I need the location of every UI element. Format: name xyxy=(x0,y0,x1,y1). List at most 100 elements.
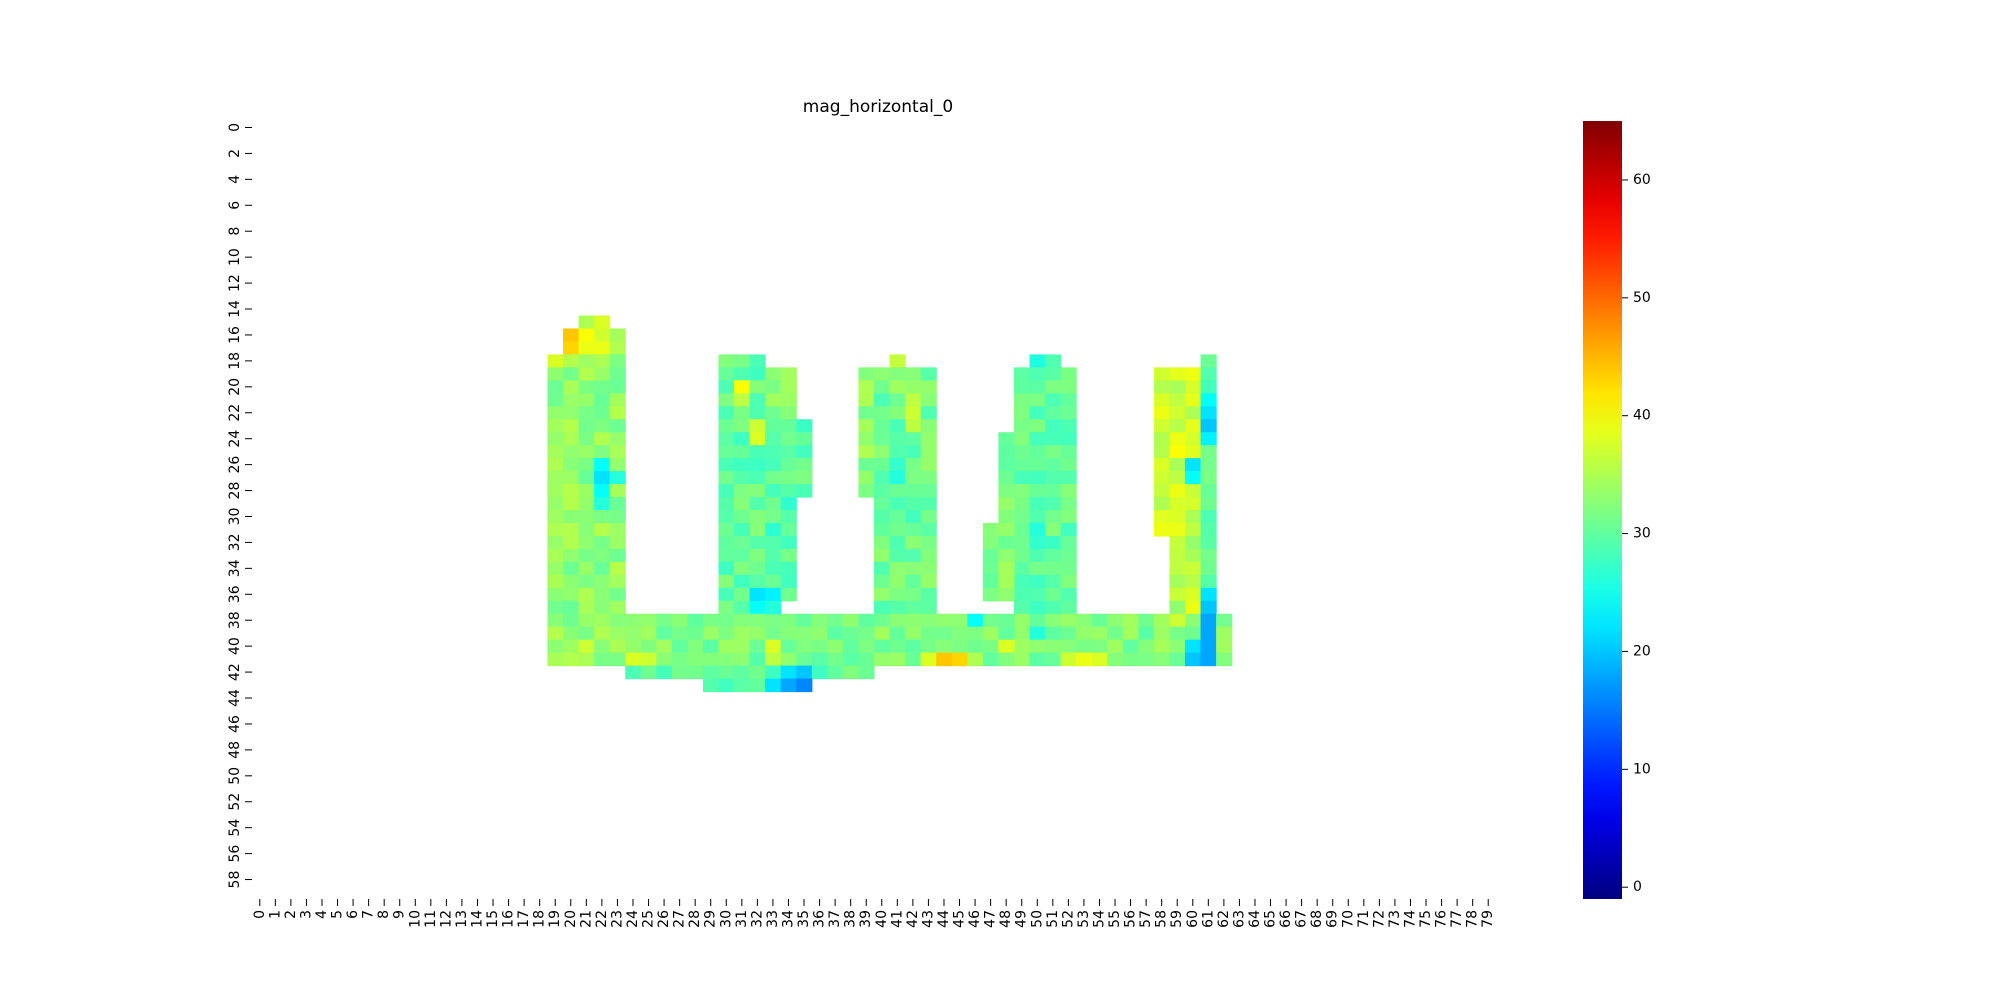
heatmap-cell xyxy=(1045,419,1062,433)
heatmap-cell xyxy=(702,678,720,693)
heatmap-cell xyxy=(905,510,922,524)
x-tick-label: 30 xyxy=(718,910,734,928)
x-tick-label: 12 xyxy=(438,910,454,928)
heatmap-cell xyxy=(1045,535,1062,550)
heatmap-cell xyxy=(1200,652,1217,667)
y-tick-label: 56 xyxy=(227,845,243,863)
heatmap-cell xyxy=(905,367,922,381)
heatmap-cell xyxy=(1200,432,1217,446)
heatmap-cell xyxy=(1029,626,1046,641)
heatmap-cell xyxy=(609,522,626,537)
heatmap-cell xyxy=(920,587,937,602)
heatmap-cell xyxy=(749,445,766,459)
heatmap-cell xyxy=(563,639,580,654)
x-tick-label: 6 xyxy=(345,910,361,919)
heatmap-cell xyxy=(905,613,922,628)
heatmap-cell xyxy=(858,367,875,381)
heatmap-cell xyxy=(609,406,626,420)
heatmap-cell xyxy=(1153,445,1171,459)
heatmap-cell xyxy=(594,393,611,407)
heatmap-cell xyxy=(998,458,1015,472)
heatmap-cell xyxy=(578,652,595,667)
heatmap-cell xyxy=(749,367,766,381)
heatmap-cell xyxy=(594,548,611,563)
heatmap-cell xyxy=(1029,432,1046,446)
x-tick-label: 21 xyxy=(578,910,594,928)
heatmap-cell xyxy=(889,613,906,628)
x-tick-label: 69 xyxy=(1325,910,1341,928)
x-tick-label: 17 xyxy=(516,910,532,928)
heatmap-cell xyxy=(609,380,626,394)
heatmap-cell xyxy=(827,639,844,654)
heatmap-cell xyxy=(749,471,766,485)
y-tick-label: 44 xyxy=(227,689,243,707)
heatmap-cell xyxy=(1029,548,1046,563)
heatmap-cell xyxy=(889,626,906,641)
heatmap-cell xyxy=(889,419,906,433)
heatmap-cell xyxy=(874,613,891,628)
heatmap-cell xyxy=(889,510,906,524)
x-tick-label: 78 xyxy=(1465,910,1481,928)
heatmap-cell xyxy=(1153,432,1171,446)
heatmap-cell xyxy=(1153,613,1171,628)
heatmap-cell xyxy=(734,458,751,472)
heatmap-cell xyxy=(734,626,751,641)
heatmap-cell xyxy=(889,432,906,446)
heatmap-cell xyxy=(563,613,580,628)
heatmap-cell xyxy=(920,458,937,472)
heatmap-cell xyxy=(1169,535,1186,550)
heatmap-cell xyxy=(547,432,564,446)
heatmap-cell xyxy=(563,652,580,667)
heatmap-cell xyxy=(920,548,937,563)
heatmap-cell xyxy=(609,639,626,654)
heatmap-cell xyxy=(858,419,875,433)
heatmap-cell xyxy=(1060,510,1077,524)
heatmap-cell xyxy=(1185,419,1202,433)
x-tick-label: 66 xyxy=(1278,910,1294,928)
heatmap-cell xyxy=(1122,639,1139,654)
heatmap-cell xyxy=(1045,497,1062,511)
heatmap-cell xyxy=(671,652,688,667)
heatmap-cell xyxy=(780,471,797,485)
heatmap-cell xyxy=(905,484,922,498)
x-tick-label: 36 xyxy=(812,910,828,928)
heatmap-cell xyxy=(609,574,626,589)
heatmap-cell xyxy=(609,652,626,667)
x-tick-label: 16 xyxy=(501,910,517,928)
heatmap-cell xyxy=(578,328,595,343)
heatmap-cell xyxy=(874,587,891,602)
x-tick-label: 13 xyxy=(454,910,470,928)
y-tick-label: 26 xyxy=(227,456,243,474)
heatmap-cell xyxy=(1169,497,1186,511)
heatmap-cell xyxy=(749,561,766,576)
heatmap-cell xyxy=(656,652,673,667)
heatmap-cell xyxy=(594,600,611,615)
heatmap-cell xyxy=(578,367,595,381)
heatmap-cell xyxy=(1169,600,1186,615)
heatmap-cell xyxy=(1013,471,1031,485)
heatmap-cell xyxy=(1185,587,1202,602)
heatmap-cell xyxy=(1169,445,1186,459)
heatmap-cell xyxy=(547,380,564,394)
heatmap-cell xyxy=(780,406,797,420)
heatmap-cell xyxy=(640,626,657,641)
heatmap-cell xyxy=(858,406,875,420)
heatmap-cell xyxy=(718,406,735,420)
heatmap-cell xyxy=(780,639,797,654)
heatmap-cell xyxy=(889,380,906,394)
heatmap-cell xyxy=(936,613,953,628)
heatmap-cell xyxy=(1107,613,1124,628)
y-tick-label: 24 xyxy=(227,430,243,448)
heatmap-cell xyxy=(1060,574,1077,589)
heatmap-cell xyxy=(1045,561,1062,576)
heatmap-cell xyxy=(780,380,797,394)
heatmap-cell xyxy=(594,522,611,537)
heatmap-cell xyxy=(749,380,766,394)
heatmap-cell xyxy=(1185,626,1202,641)
heatmap-cell xyxy=(625,639,642,654)
heatmap-cell xyxy=(1185,548,1202,563)
heatmap-cell xyxy=(780,561,797,576)
heatmap-cell xyxy=(905,471,922,485)
heatmap-cell xyxy=(594,458,611,472)
heatmap-cell xyxy=(765,548,782,563)
